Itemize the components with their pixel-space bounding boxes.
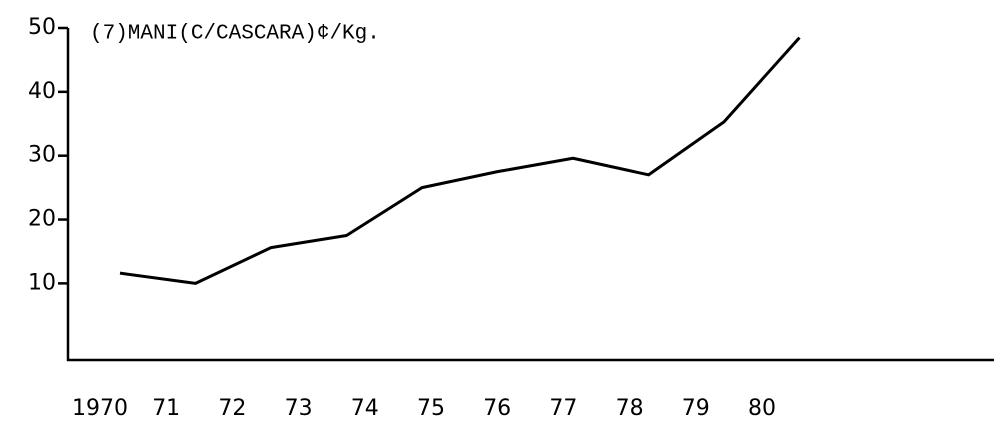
data-line bbox=[119, 36, 801, 285]
y-tick-label: 50 bbox=[28, 15, 56, 40]
x-tick-label: 71 bbox=[152, 396, 180, 421]
x-tick-label: 75 bbox=[417, 396, 445, 421]
x-tick-label: 74 bbox=[351, 396, 379, 421]
y-tick-label: 40 bbox=[28, 79, 56, 104]
y-tick-label: 30 bbox=[28, 143, 56, 168]
x-tick-label: 78 bbox=[616, 396, 644, 421]
x-tick-label: 1970 bbox=[72, 396, 128, 421]
y-tick-label: 20 bbox=[28, 207, 56, 232]
x-tick-label: 77 bbox=[549, 396, 577, 421]
x-tick-label: 79 bbox=[682, 396, 710, 421]
x-tick-label: 80 bbox=[748, 396, 776, 421]
x-tick-label: 73 bbox=[285, 396, 313, 421]
x-tick-label: 72 bbox=[218, 396, 246, 421]
x-tick-label: 76 bbox=[483, 396, 511, 421]
y-tick-label: 10 bbox=[28, 270, 56, 295]
chart-title: (7)MANI(C/CASCARA)¢/Kg. bbox=[90, 23, 380, 46]
